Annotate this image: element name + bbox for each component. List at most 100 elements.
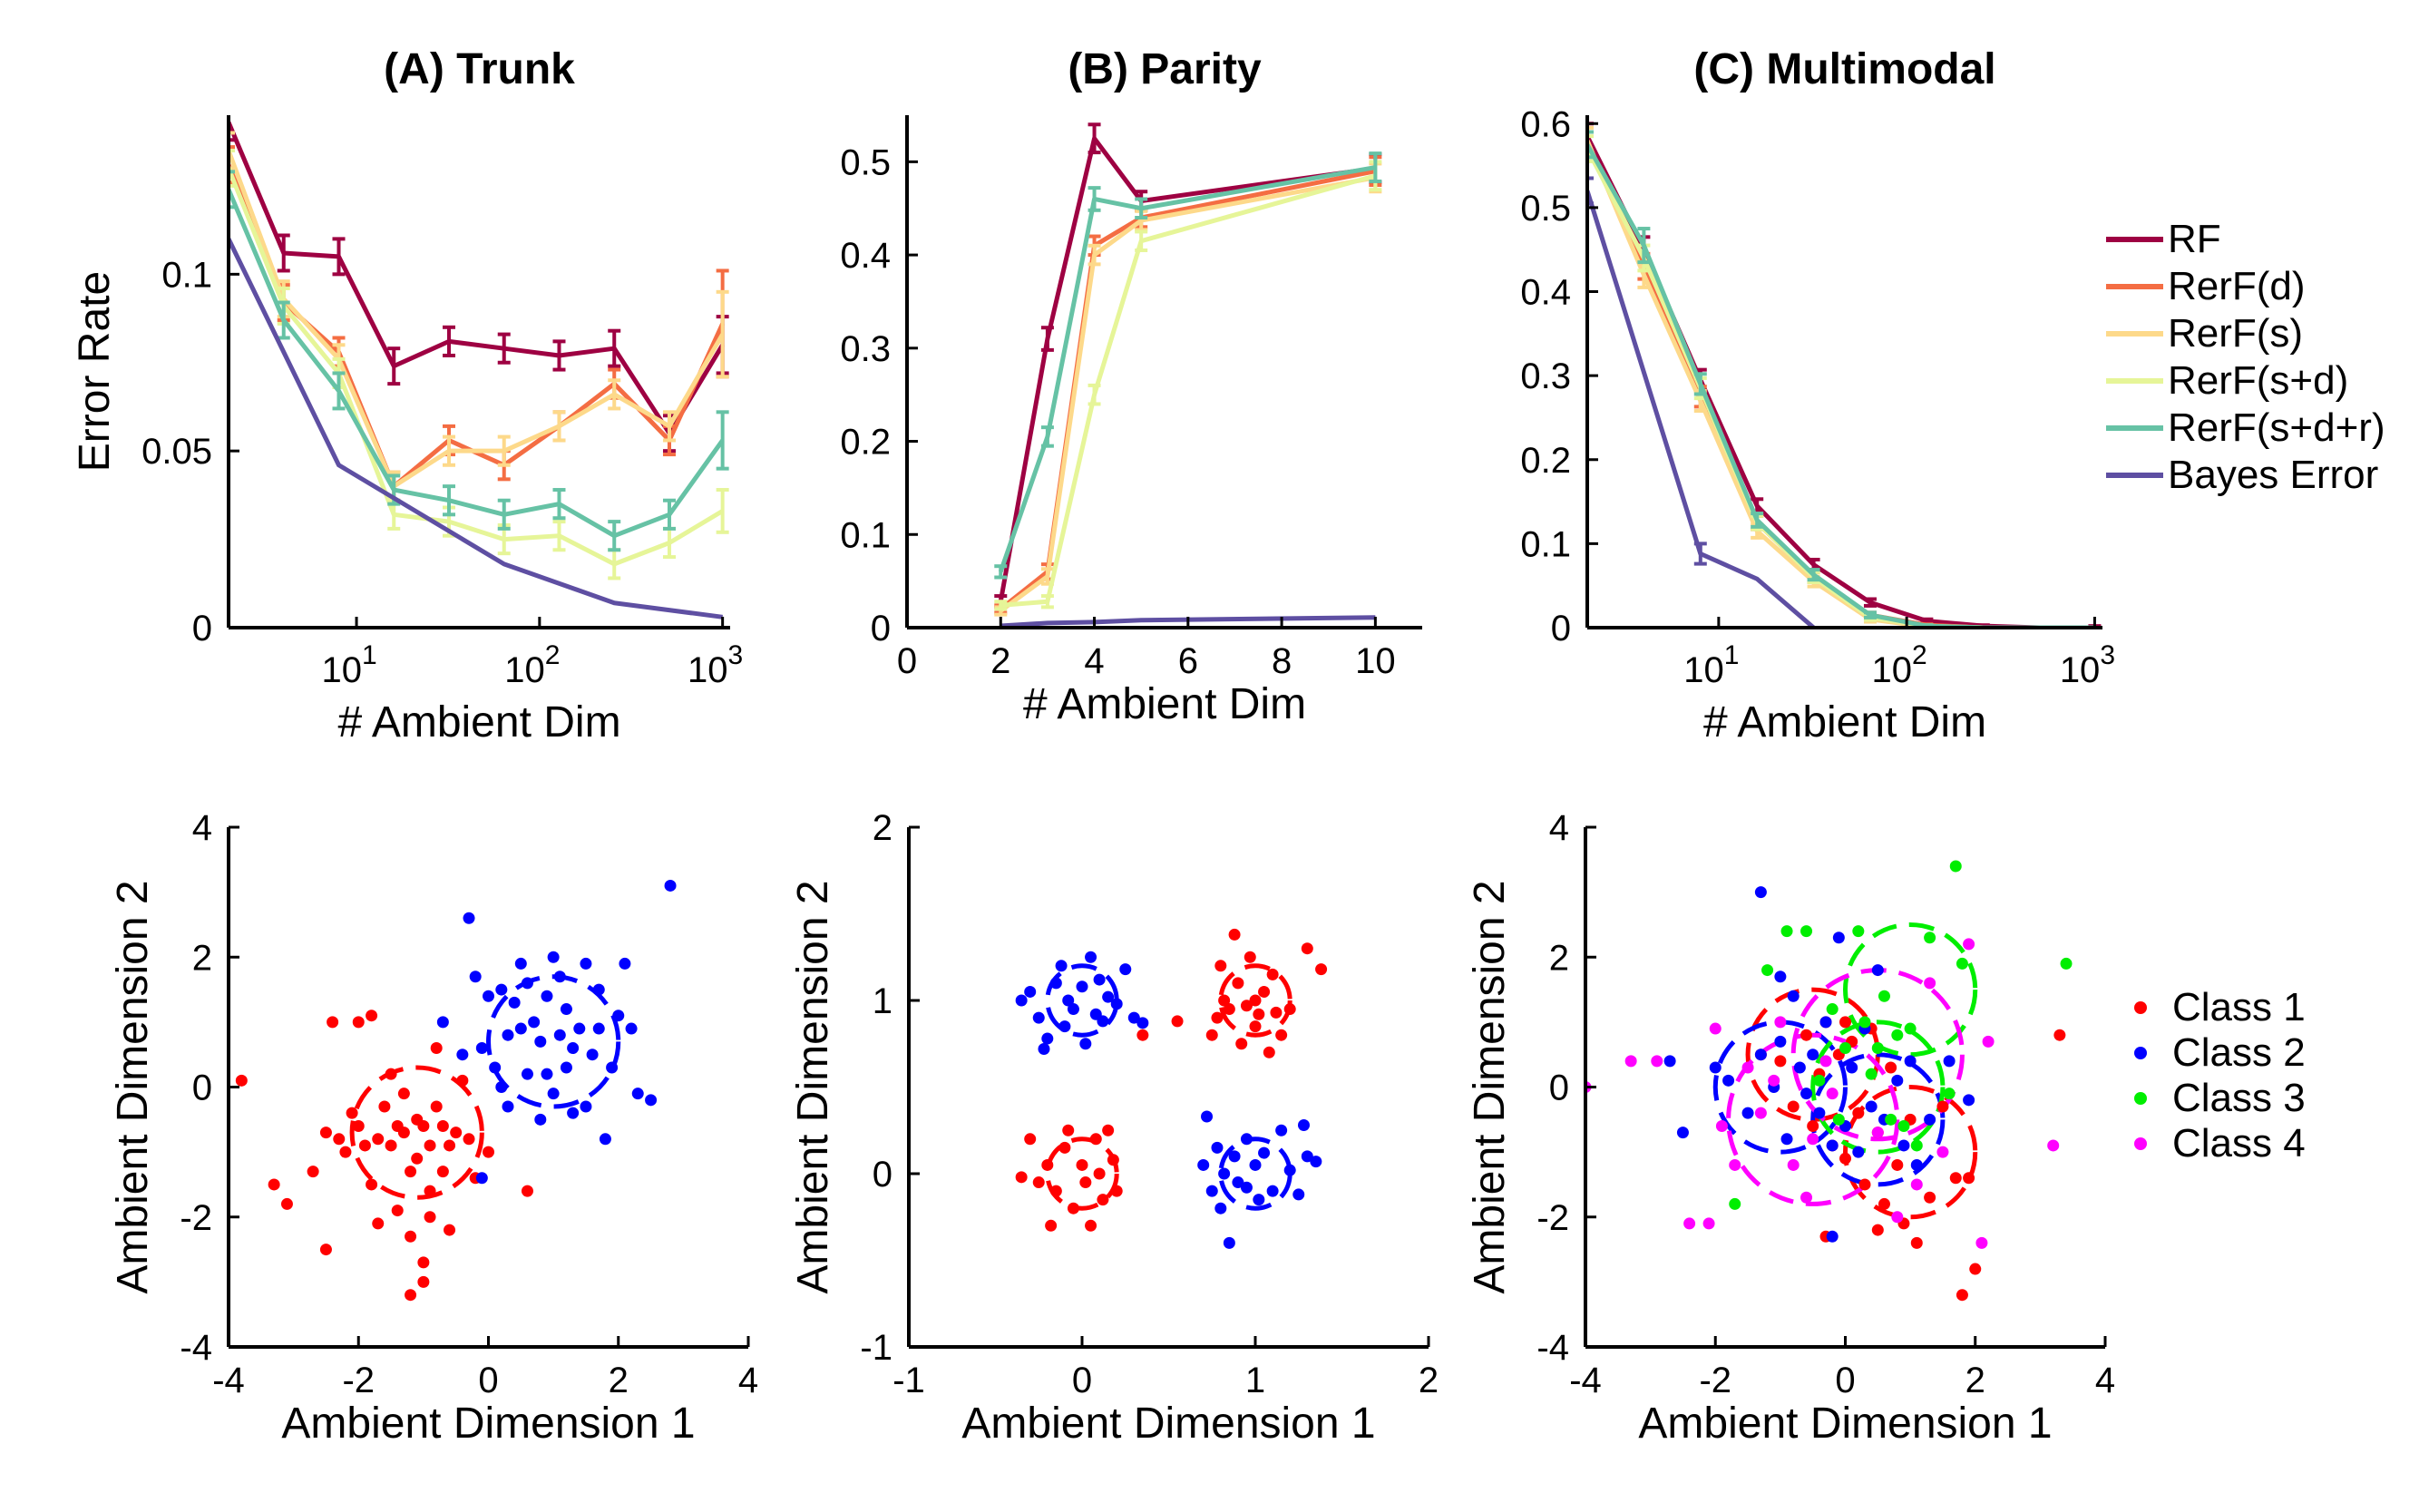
x-tick-exp: 3 bbox=[728, 640, 744, 670]
covariance-ellipse bbox=[1843, 1085, 1978, 1220]
y-tick-label: 2 bbox=[192, 938, 212, 978]
scatter-point bbox=[1275, 1029, 1288, 1041]
scatter-point bbox=[1107, 1154, 1119, 1166]
scatter-point bbox=[1871, 1042, 1884, 1055]
scatter-point bbox=[1015, 994, 1028, 1007]
scatter-point bbox=[444, 1139, 456, 1152]
scatter-point bbox=[2060, 957, 2073, 970]
scatter-point bbox=[1624, 1055, 1637, 1068]
x-tick-label: 10 bbox=[1355, 641, 1396, 681]
scatter-point bbox=[385, 1068, 397, 1080]
scatter-point bbox=[1085, 951, 1097, 963]
x-axis-label: # Ambient Dim bbox=[1703, 698, 1986, 746]
scatter-point bbox=[1852, 925, 1865, 938]
scatter-point bbox=[1956, 1289, 1968, 1302]
y-tick-label: 4 bbox=[1549, 808, 1569, 848]
x-tick-label: 2 bbox=[1419, 1361, 1439, 1400]
scatter-point bbox=[1062, 1124, 1075, 1136]
scatter-point bbox=[1218, 1167, 1231, 1180]
scatter-point bbox=[1819, 1016, 1832, 1029]
scatter-point bbox=[1211, 1011, 1224, 1024]
scatter-point bbox=[1067, 1202, 1079, 1214]
scatter-point bbox=[1897, 1139, 1910, 1152]
series-line-1 bbox=[1587, 143, 2095, 628]
scatter-point bbox=[1924, 977, 1936, 990]
scatter-point bbox=[378, 1100, 391, 1113]
y-tick-label: 4 bbox=[192, 808, 212, 848]
scatter-point bbox=[1910, 1236, 1923, 1249]
scatter-point bbox=[1015, 1171, 1028, 1184]
scatter-point bbox=[1093, 1167, 1106, 1180]
y-axis-label: Ambient Dimension 2 bbox=[789, 880, 837, 1293]
scatter-point bbox=[397, 1127, 410, 1139]
scatter-point bbox=[469, 971, 482, 983]
scatter-point bbox=[235, 1074, 248, 1087]
scatter-point bbox=[319, 1244, 332, 1256]
scatter-point bbox=[1205, 1029, 1218, 1041]
scatter-point bbox=[1076, 1158, 1088, 1171]
scatter-point bbox=[405, 1166, 417, 1178]
series-line-4 bbox=[229, 188, 725, 539]
scatter-point bbox=[1683, 1217, 1696, 1230]
scatter-point bbox=[541, 1068, 553, 1080]
scatter-point bbox=[483, 990, 494, 1002]
scatter-point bbox=[372, 1217, 385, 1230]
legend-marker bbox=[2134, 1047, 2147, 1059]
scatter-point bbox=[1754, 886, 1767, 899]
scatter-point bbox=[1089, 1133, 1102, 1146]
scatter-point bbox=[1119, 963, 1132, 976]
scatter-point bbox=[1787, 1158, 1800, 1171]
scatter-point bbox=[1097, 1194, 1109, 1206]
scatter-point bbox=[444, 1224, 456, 1236]
legend-marker bbox=[2134, 1092, 2147, 1105]
plot-area bbox=[1585, 860, 2073, 1302]
x-tick-label: 101 bbox=[321, 640, 376, 690]
scatter-point bbox=[1780, 1133, 1793, 1146]
scatter-point bbox=[352, 1119, 365, 1132]
x-tick-label: 102 bbox=[504, 640, 560, 690]
scatter-point bbox=[307, 1166, 319, 1178]
x-tick-base: 10 bbox=[1872, 650, 1913, 690]
scatter-point bbox=[1093, 973, 1106, 986]
series-line-4 bbox=[1587, 143, 2095, 628]
legend-label: Class 4 bbox=[2172, 1121, 2306, 1166]
legend-label: Class 2 bbox=[2172, 1030, 2306, 1075]
scatter-point bbox=[405, 1230, 417, 1243]
series-line-0 bbox=[229, 121, 725, 436]
scatter-point bbox=[1249, 1020, 1262, 1033]
scatter-point bbox=[631, 1088, 644, 1100]
scatter-point bbox=[1910, 1139, 1923, 1152]
scatter-point bbox=[1223, 1003, 1235, 1016]
scatter-point bbox=[1910, 1158, 1923, 1171]
scatter-point bbox=[1871, 964, 1884, 977]
scatter-point bbox=[417, 1256, 430, 1269]
scatter-point bbox=[1049, 977, 1062, 990]
scatter-point bbox=[1722, 1074, 1735, 1087]
plot-area bbox=[229, 115, 729, 619]
x-tick-label: -2 bbox=[1699, 1361, 1731, 1400]
scatter-point bbox=[1936, 1100, 1949, 1113]
method-legend: RFRerF(d)RerF(s)RerF(s+d)RerF(s+d+r)Baye… bbox=[2106, 217, 2385, 497]
y-tick-label: -2 bbox=[1536, 1198, 1569, 1238]
covariance-ellipse bbox=[486, 974, 621, 1109]
x-tick-exp: 1 bbox=[362, 640, 377, 670]
scatter-point bbox=[1110, 998, 1123, 1010]
scatter-point bbox=[534, 1035, 547, 1048]
scatter-point bbox=[1266, 1185, 1279, 1197]
scatter-point bbox=[483, 1146, 494, 1158]
scatter-point bbox=[1800, 1191, 1813, 1204]
scatter-point bbox=[580, 1100, 592, 1113]
scatter-point bbox=[1310, 1156, 1322, 1168]
scatter-point bbox=[1235, 1038, 1248, 1050]
y-tick-label: 0 bbox=[1551, 609, 1571, 649]
scatter-point bbox=[1852, 1107, 1865, 1119]
scatter-point bbox=[599, 1133, 611, 1146]
scatter-point bbox=[528, 1016, 541, 1029]
scatter-point bbox=[1819, 1055, 1832, 1068]
scatter-point bbox=[1676, 1127, 1689, 1139]
scatter-point bbox=[1041, 1158, 1054, 1171]
scatter-point bbox=[1709, 1061, 1722, 1074]
scatter-point bbox=[319, 1127, 332, 1139]
x-tick-label: 0 bbox=[1835, 1361, 1855, 1400]
